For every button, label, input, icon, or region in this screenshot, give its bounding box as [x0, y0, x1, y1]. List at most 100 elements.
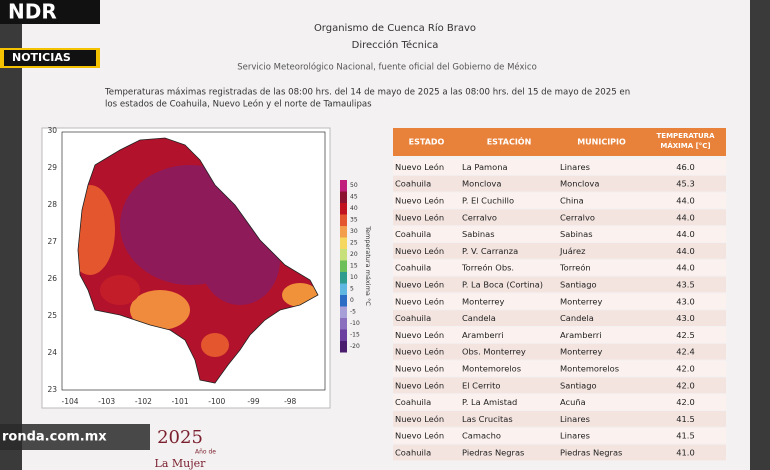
table-row: [393, 444, 726, 461]
cell: Piedras Negras: [560, 448, 622, 458]
cell: Obs. Monterrey: [462, 347, 526, 357]
colorbar-cell: [340, 260, 347, 272]
colorbar-title: Temperatura máxima °C: [364, 225, 372, 306]
cell: Acuña: [560, 397, 586, 407]
cell: Nuevo León: [395, 330, 444, 340]
lat-tick: 29: [47, 163, 57, 172]
table-row: [393, 310, 726, 326]
cell: Cerralvo: [462, 212, 497, 222]
motto: Año de: [195, 449, 216, 456]
table-row: [393, 293, 726, 310]
logo-section: NOTICIAS: [12, 51, 71, 64]
table-row: [393, 175, 726, 192]
cell: 41.5: [676, 414, 694, 424]
cell: Coahuila: [395, 263, 431, 273]
colorbar-label: 0: [350, 297, 354, 304]
cell: Santiago: [560, 280, 597, 290]
cell: Linares: [560, 414, 590, 424]
motto: La Mujer: [155, 457, 207, 470]
cell: 44.0: [676, 212, 694, 222]
cell: 44.0: [676, 246, 694, 256]
cell: Nuevo León: [395, 212, 444, 222]
colorbar-label: 15: [350, 263, 358, 270]
table-row: [393, 411, 726, 427]
cell: Sabinas: [560, 229, 593, 239]
cell: Candela: [462, 313, 496, 323]
colorbar-label: 45: [350, 194, 358, 201]
cell: 44.0: [676, 229, 694, 239]
table-row: [393, 192, 726, 209]
cell: Torreón: [559, 263, 591, 273]
lon-tick: -101: [172, 397, 189, 406]
cell: 44.0: [676, 196, 694, 206]
lat-tick: 30: [47, 126, 57, 135]
colorbar-cell: [340, 272, 347, 284]
colorbar-label: -5: [350, 309, 356, 316]
cell: Linares: [560, 162, 590, 172]
colorbar-label: -10: [350, 320, 360, 327]
table-row: [393, 427, 726, 444]
cell: 45.3: [676, 179, 694, 189]
website: ronda.com.mx: [2, 430, 107, 445]
cell: Linares: [560, 431, 590, 441]
cell: Nuevo León: [395, 431, 444, 441]
subtitle: Dirección Técnica: [352, 39, 439, 51]
lat-tick: 24: [47, 348, 57, 357]
table-header: [393, 128, 726, 156]
basin-outline: [77, 137, 319, 384]
cell: Nuevo León: [395, 296, 444, 306]
colorbar-cell: [340, 341, 347, 353]
lon-tick: -98: [284, 397, 296, 406]
lon-tick: -100: [208, 397, 225, 406]
description: los estados de Coahuila, Nuevo León y el…: [105, 99, 372, 110]
colorbar-label: -20: [350, 343, 360, 350]
source: Servicio Meteorológico Nacional, fuente …: [237, 62, 537, 73]
cell: P. La Boca (Cortina): [462, 280, 543, 290]
column-header: TEMPERATURA: [657, 132, 716, 140]
cell: 43.5: [676, 280, 694, 290]
cell: 42.4: [676, 347, 694, 357]
colorbar-label: -15: [350, 332, 360, 339]
colorbar-cell: [340, 318, 347, 330]
column-header: MÁXIMA [°C]: [660, 141, 710, 150]
colorbar-cell: [340, 226, 347, 238]
logo-box: [0, 0, 100, 24]
cell: Camacho: [462, 431, 501, 441]
cell: Santiago: [560, 380, 597, 390]
column-header: MUNICIPIO: [577, 138, 626, 147]
cell: Juárez: [559, 246, 585, 256]
table-row: [393, 276, 726, 293]
cell: Aramberri: [560, 330, 602, 340]
cell: 42.0: [676, 397, 694, 407]
cell: Nuevo León: [395, 364, 444, 374]
table-row: [393, 360, 726, 377]
colorbar-cell: [340, 237, 347, 249]
cell: China: [560, 196, 584, 206]
cell: Nuevo León: [395, 347, 444, 357]
colorbar-label: 5: [350, 286, 354, 293]
cell: 46.0: [676, 162, 694, 172]
lat-tick: 23: [47, 385, 57, 394]
colorbar-cell: [340, 191, 347, 203]
lon-tick: -103: [98, 397, 115, 406]
cell: Nuevo León: [395, 162, 444, 172]
table-row: [393, 327, 726, 343]
cell: Monterrey: [462, 296, 504, 306]
colorbar: [340, 180, 347, 353]
colorbar-label: 50: [350, 182, 358, 189]
cell: Aramberri: [462, 330, 504, 340]
colorbar-label: 10: [350, 274, 358, 281]
logo-bar-inner: [4, 50, 96, 66]
cell: El Cerrito: [462, 380, 500, 390]
cell: Coahuila: [395, 448, 431, 458]
colorbar-cell: [340, 329, 347, 341]
title: Organismo de Cuenca Río Bravo: [314, 22, 476, 34]
colorbar-label: 20: [350, 251, 358, 258]
cell: 43.0: [676, 296, 694, 306]
logo-brand: NDR: [8, 0, 57, 24]
cell: Monclova: [462, 179, 501, 189]
cell: Coahuila: [395, 179, 431, 189]
colorbar-cell: [340, 249, 347, 261]
cell: La Pamona: [462, 162, 508, 172]
